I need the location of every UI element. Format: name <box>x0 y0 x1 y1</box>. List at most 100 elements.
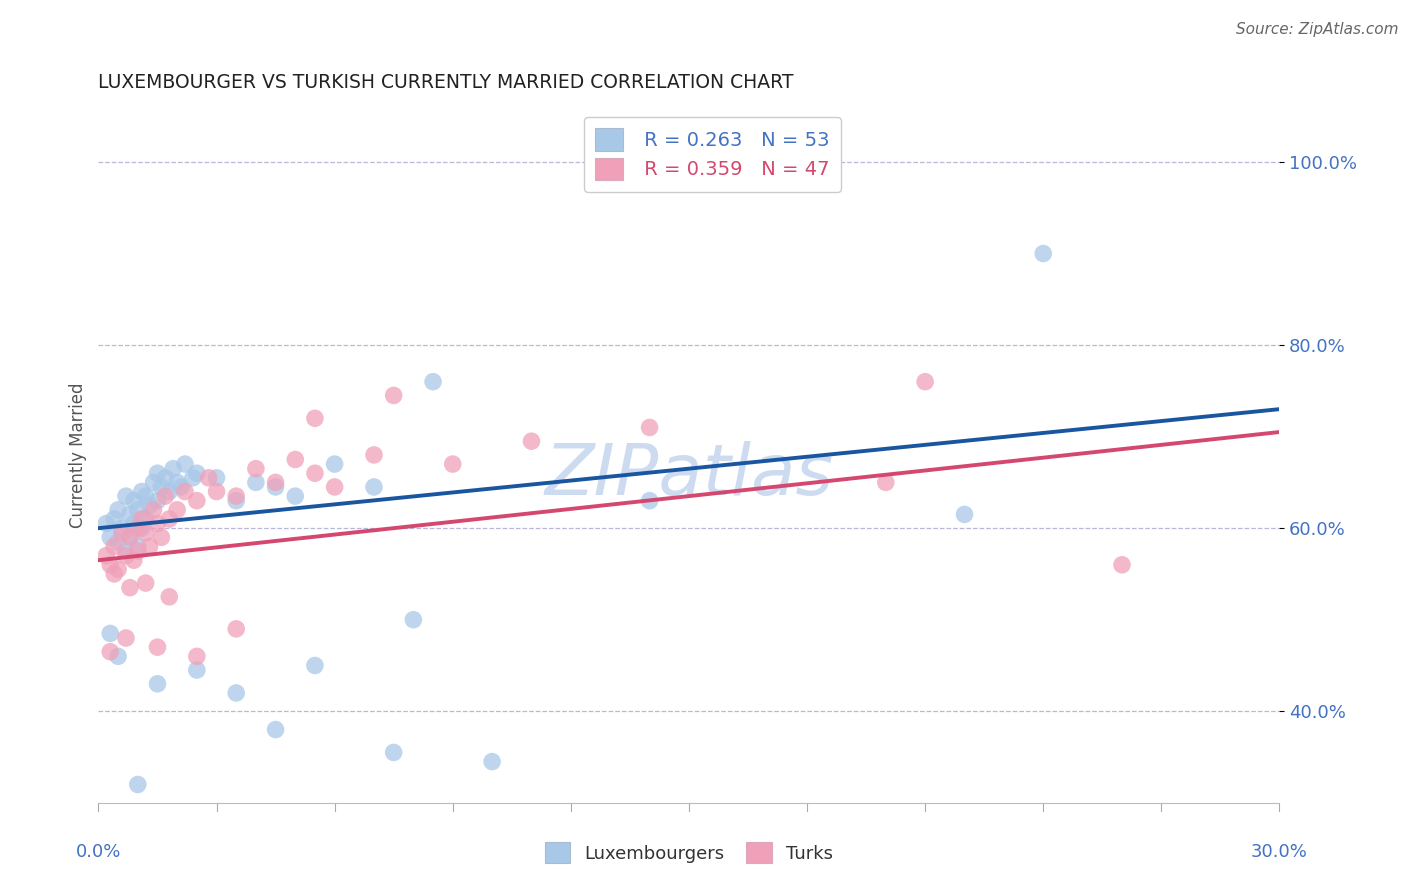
Point <box>127 777 149 791</box>
Point <box>205 471 228 485</box>
Point <box>304 411 326 425</box>
Point <box>146 493 169 508</box>
Point <box>181 471 204 485</box>
Point <box>186 493 208 508</box>
Point <box>98 530 121 544</box>
Point <box>225 493 247 508</box>
Point <box>186 649 208 664</box>
Point <box>118 530 141 544</box>
Point <box>638 493 661 508</box>
Point <box>638 420 661 434</box>
Point <box>107 562 129 576</box>
Point <box>146 516 169 531</box>
Point <box>122 493 145 508</box>
Point <box>96 549 118 563</box>
Point <box>146 677 169 691</box>
Point <box>103 540 125 554</box>
Point <box>135 489 157 503</box>
Point <box>264 723 287 737</box>
Point <box>131 484 153 499</box>
Point <box>115 631 138 645</box>
Point <box>135 525 157 540</box>
Point <box>323 457 346 471</box>
Point <box>135 512 157 526</box>
Point <box>150 480 173 494</box>
Text: LUXEMBOURGER VS TURKISH CURRENTLY MARRIED CORRELATION CHART: LUXEMBOURGER VS TURKISH CURRENTLY MARRIE… <box>98 72 794 92</box>
Point <box>127 503 149 517</box>
Point <box>441 457 464 471</box>
Point <box>225 489 247 503</box>
Point <box>111 521 134 535</box>
Text: 0.0%: 0.0% <box>76 843 121 861</box>
Point <box>186 663 208 677</box>
Point <box>122 553 145 567</box>
Point <box>150 530 173 544</box>
Point <box>197 471 219 485</box>
Point <box>146 467 169 481</box>
Point <box>186 467 208 481</box>
Point <box>155 471 177 485</box>
Point <box>174 484 197 499</box>
Point <box>111 525 134 540</box>
Point <box>107 649 129 664</box>
Point <box>127 544 149 558</box>
Point <box>142 475 165 490</box>
Point <box>98 626 121 640</box>
Text: ZIPatlas: ZIPatlas <box>544 442 834 510</box>
Point <box>142 503 165 517</box>
Point <box>98 645 121 659</box>
Text: 30.0%: 30.0% <box>1251 843 1308 861</box>
Point <box>96 516 118 531</box>
Point <box>131 512 153 526</box>
Point <box>205 484 228 499</box>
Point <box>481 755 503 769</box>
Point <box>115 544 138 558</box>
Point <box>382 388 405 402</box>
Point <box>520 434 543 449</box>
Point <box>103 566 125 581</box>
Point <box>875 475 897 490</box>
Legend: Luxembourgers, Turks: Luxembourgers, Turks <box>537 835 841 871</box>
Point <box>118 581 141 595</box>
Point <box>166 503 188 517</box>
Y-axis label: Currently Married: Currently Married <box>69 382 87 528</box>
Text: Source: ZipAtlas.com: Source: ZipAtlas.com <box>1236 22 1399 37</box>
Point <box>304 658 326 673</box>
Point <box>98 558 121 572</box>
Point <box>284 489 307 503</box>
Point <box>135 576 157 591</box>
Point <box>107 535 129 549</box>
Point <box>146 640 169 655</box>
Point <box>103 512 125 526</box>
Point <box>382 746 405 760</box>
Point <box>118 530 141 544</box>
Point <box>225 686 247 700</box>
Point <box>363 480 385 494</box>
Point <box>131 521 153 535</box>
Point <box>953 508 976 522</box>
Point <box>118 508 141 522</box>
Point <box>422 375 444 389</box>
Point <box>115 549 138 563</box>
Point <box>170 480 193 494</box>
Point <box>1111 558 1133 572</box>
Point <box>115 489 138 503</box>
Point <box>245 475 267 490</box>
Point <box>138 498 160 512</box>
Point <box>107 503 129 517</box>
Point <box>264 475 287 490</box>
Point <box>157 484 180 499</box>
Point <box>323 480 346 494</box>
Point <box>162 461 184 475</box>
Point <box>914 375 936 389</box>
Point <box>138 540 160 554</box>
Point <box>157 512 180 526</box>
Point <box>264 480 287 494</box>
Point <box>304 467 326 481</box>
Point <box>245 461 267 475</box>
Point <box>225 622 247 636</box>
Point <box>284 452 307 467</box>
Point <box>157 590 180 604</box>
Point <box>127 521 149 535</box>
Point <box>1032 246 1054 260</box>
